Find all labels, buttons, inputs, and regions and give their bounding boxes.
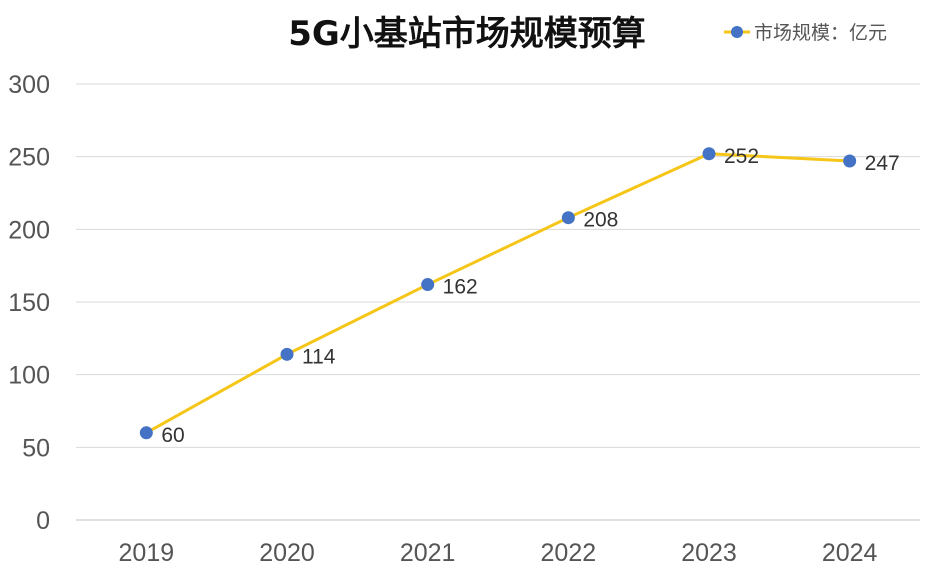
gridlines xyxy=(76,83,920,448)
legend-label: 市场规模：亿元 xyxy=(754,22,887,44)
x-tick-label: 2019 xyxy=(119,539,175,567)
x-tick-label: 2024 xyxy=(822,539,878,567)
data-label: 252 xyxy=(724,145,759,168)
data-label: 162 xyxy=(443,276,478,299)
data-label: 247 xyxy=(865,152,900,175)
data-point xyxy=(561,211,575,225)
series-layer xyxy=(139,147,857,440)
y-tick-label: 50 xyxy=(22,434,50,462)
legend-marker-swatch xyxy=(731,26,743,38)
y-tick-label: 200 xyxy=(8,216,50,244)
data-point xyxy=(139,426,153,440)
x-tick-label: 2022 xyxy=(541,539,597,567)
x-tick-label: 2020 xyxy=(259,539,315,567)
y-tick-label: 250 xyxy=(8,144,50,172)
x-axis-ticks: 2019 2020 2021 2022 2023 2024 xyxy=(119,539,878,567)
y-axis-ticks: 0 50 100 150 200 250 300 xyxy=(8,71,50,535)
x-tick-label: 2023 xyxy=(681,539,737,567)
chart-title: 5G小基站市场规模预算 xyxy=(288,14,646,54)
series-line xyxy=(145,152,850,435)
y-tick-label: 150 xyxy=(8,289,50,317)
data-label: 60 xyxy=(161,424,184,447)
data-point xyxy=(280,347,294,361)
x-tick-label: 2021 xyxy=(400,539,456,567)
y-tick-label: 0 xyxy=(36,507,50,535)
y-tick-label: 300 xyxy=(8,71,50,99)
legend: 市场规模：亿元 xyxy=(724,22,887,44)
data-label: 208 xyxy=(583,209,618,232)
data-point xyxy=(702,147,716,161)
data-point xyxy=(421,278,435,292)
data-point xyxy=(843,154,857,168)
y-tick-label: 100 xyxy=(8,362,50,390)
data-labels: 60 114 162 208 252 247 xyxy=(161,145,899,447)
data-label: 114 xyxy=(302,345,336,368)
